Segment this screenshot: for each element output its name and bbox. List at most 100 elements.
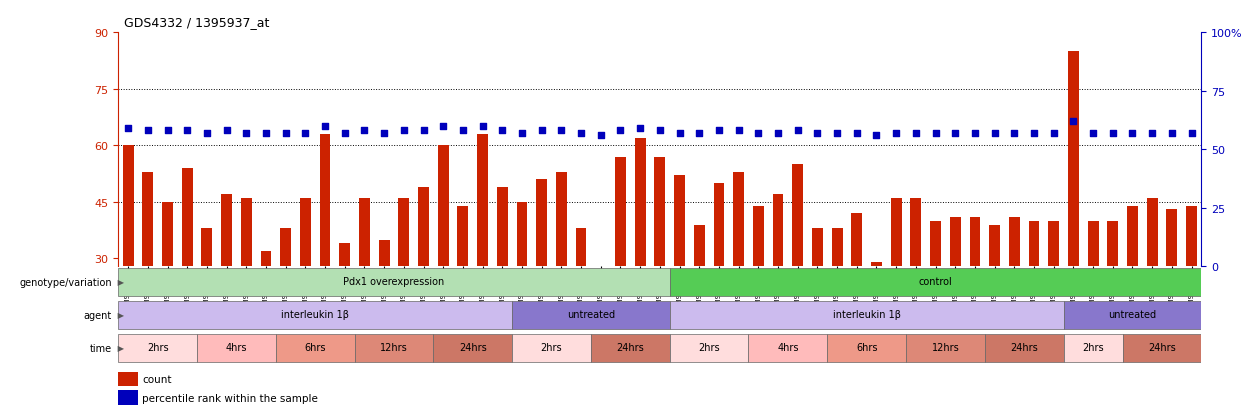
Bar <box>438 146 448 266</box>
Bar <box>142 172 153 266</box>
Bar <box>300 199 311 266</box>
Bar <box>222 195 232 266</box>
Point <box>1083 130 1103 137</box>
Bar <box>477 135 488 266</box>
Bar <box>202 229 213 266</box>
Bar <box>1127 206 1138 266</box>
Point <box>552 128 571 134</box>
Bar <box>970 218 980 266</box>
Text: agent: agent <box>83 310 112 320</box>
Text: 4hrs: 4hrs <box>777 342 798 352</box>
Point <box>591 133 611 139</box>
Bar <box>118 334 197 362</box>
Bar <box>615 157 626 266</box>
Bar <box>517 202 528 266</box>
Text: untreated: untreated <box>566 309 615 319</box>
Point <box>965 130 985 137</box>
Bar <box>398 199 410 266</box>
Bar <box>276 334 355 362</box>
Text: GDS4332 / 1395937_at: GDS4332 / 1395937_at <box>124 16 270 29</box>
Point <box>118 126 138 132</box>
Bar <box>792 165 803 266</box>
Text: 24hrs: 24hrs <box>1148 342 1177 352</box>
Bar <box>1107 221 1118 266</box>
Bar <box>457 206 468 266</box>
Text: Pdx1 overexpression: Pdx1 overexpression <box>344 276 444 286</box>
Point <box>906 130 926 137</box>
Bar <box>985 334 1063 362</box>
Bar <box>320 135 330 266</box>
Point <box>375 130 395 137</box>
Point <box>748 130 768 137</box>
Point <box>768 130 788 137</box>
Point <box>237 130 256 137</box>
Point <box>355 128 375 134</box>
Point <box>945 130 965 137</box>
Bar <box>713 184 725 266</box>
Bar <box>1063 301 1201 329</box>
Point <box>728 128 748 134</box>
Text: 2hrs: 2hrs <box>1082 342 1104 352</box>
Point <box>925 130 945 137</box>
Point <box>1162 130 1182 137</box>
Bar <box>182 169 193 266</box>
Bar <box>812 229 823 266</box>
Text: 24hrs: 24hrs <box>459 342 487 352</box>
Bar <box>118 390 138 405</box>
Bar <box>670 334 748 362</box>
Text: 2hrs: 2hrs <box>540 342 563 352</box>
Bar <box>537 180 547 266</box>
Bar <box>418 188 430 266</box>
Point <box>492 128 512 134</box>
Text: 24hrs: 24hrs <box>616 342 644 352</box>
Text: 4hrs: 4hrs <box>225 342 248 352</box>
Point <box>217 128 237 134</box>
Text: genotype/variation: genotype/variation <box>20 277 112 287</box>
Text: control: control <box>919 276 952 286</box>
Text: 2hrs: 2hrs <box>147 342 168 352</box>
Bar <box>118 268 670 296</box>
Bar <box>1028 221 1040 266</box>
Bar <box>748 334 827 362</box>
Point <box>708 128 728 134</box>
Text: 6hrs: 6hrs <box>305 342 326 352</box>
Point <box>138 128 158 134</box>
Bar <box>1123 334 1201 362</box>
Point <box>393 128 413 134</box>
Point <box>1142 130 1162 137</box>
Bar <box>280 229 291 266</box>
Text: untreated: untreated <box>1108 309 1157 319</box>
Bar <box>197 334 276 362</box>
Bar <box>497 188 508 266</box>
Bar <box>359 199 370 266</box>
Point <box>295 130 315 137</box>
Bar <box>990 225 1000 266</box>
Bar <box>733 172 745 266</box>
Bar <box>674 176 685 266</box>
Bar <box>1048 221 1059 266</box>
Bar <box>512 334 591 362</box>
Bar <box>1008 218 1020 266</box>
Point <box>847 130 867 137</box>
Point <box>453 128 473 134</box>
Text: 6hrs: 6hrs <box>855 342 878 352</box>
Text: 24hrs: 24hrs <box>1010 342 1038 352</box>
Point <box>1103 130 1123 137</box>
Point <box>827 130 847 137</box>
Bar <box>260 252 271 266</box>
Bar <box>123 146 133 266</box>
Point <box>433 123 453 130</box>
Bar <box>655 157 665 266</box>
Bar <box>118 301 512 329</box>
Bar <box>670 268 1201 296</box>
Bar <box>591 334 670 362</box>
Bar <box>1186 206 1196 266</box>
Text: interleukin 1β: interleukin 1β <box>833 309 900 319</box>
Point <box>610 128 630 134</box>
Point <box>532 128 552 134</box>
Bar <box>1167 210 1178 266</box>
Point <box>571 130 591 137</box>
Point <box>1005 130 1025 137</box>
Point <box>867 133 886 139</box>
Point <box>335 130 355 137</box>
